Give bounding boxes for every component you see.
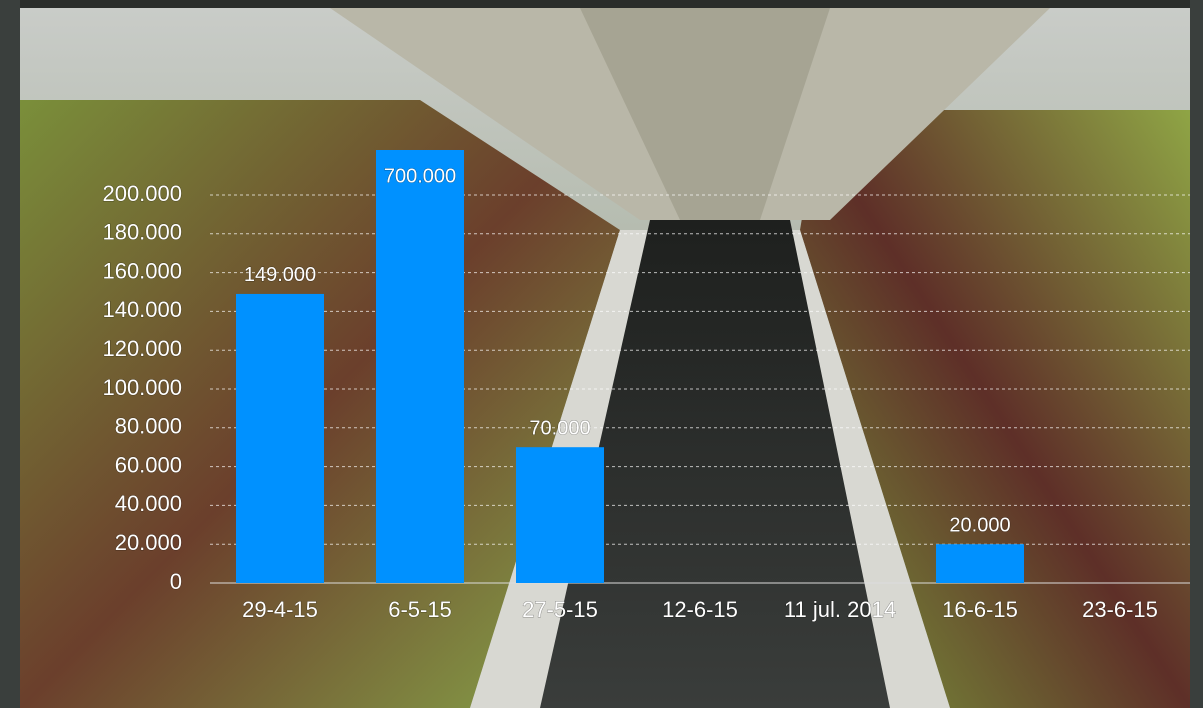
x-tick-label: 16-6-15 [942,597,1018,622]
bar [936,544,1024,583]
x-tick-label: 23-6-15 [1082,597,1158,622]
y-tick-label: 40.000 [115,491,182,516]
plot-area: 0 20.000 40.000 60.000 80.000 100.000 120.000 1… [102,150,1190,622]
y-tick-label: 20.000 [115,530,182,555]
y-tick-label: 200.000 [102,181,182,206]
x-tick-label: 27-5-15 [522,597,598,622]
y-tick-label: 0 [170,569,182,594]
value-label: 149.000 [244,264,316,286]
bar [376,150,464,583]
y-tick-label: 160.000 [102,258,182,283]
y-tick-label: 100.000 [102,375,182,400]
y-tick-label: 60.000 [115,452,182,477]
bar [236,293,324,583]
x-tick-label: 6-5-15 [388,597,452,622]
value-label: 700.000 [384,165,456,187]
y-tick-label: 120.000 [102,336,182,361]
value-label: 20.000 [949,514,1010,536]
x-tick-label: 11 jul. 2014 [784,597,896,622]
x-tick-label: 12-6-15 [662,597,738,622]
bar [516,447,604,583]
y-tick-label: 180.000 [102,220,182,245]
y-tick-label: 80.000 [115,414,182,439]
bars [236,150,1024,583]
value-label: 70.000 [529,417,590,439]
y-tick-label: 140.000 [102,297,182,322]
x-tick-label: 29-4-15 [242,597,318,622]
